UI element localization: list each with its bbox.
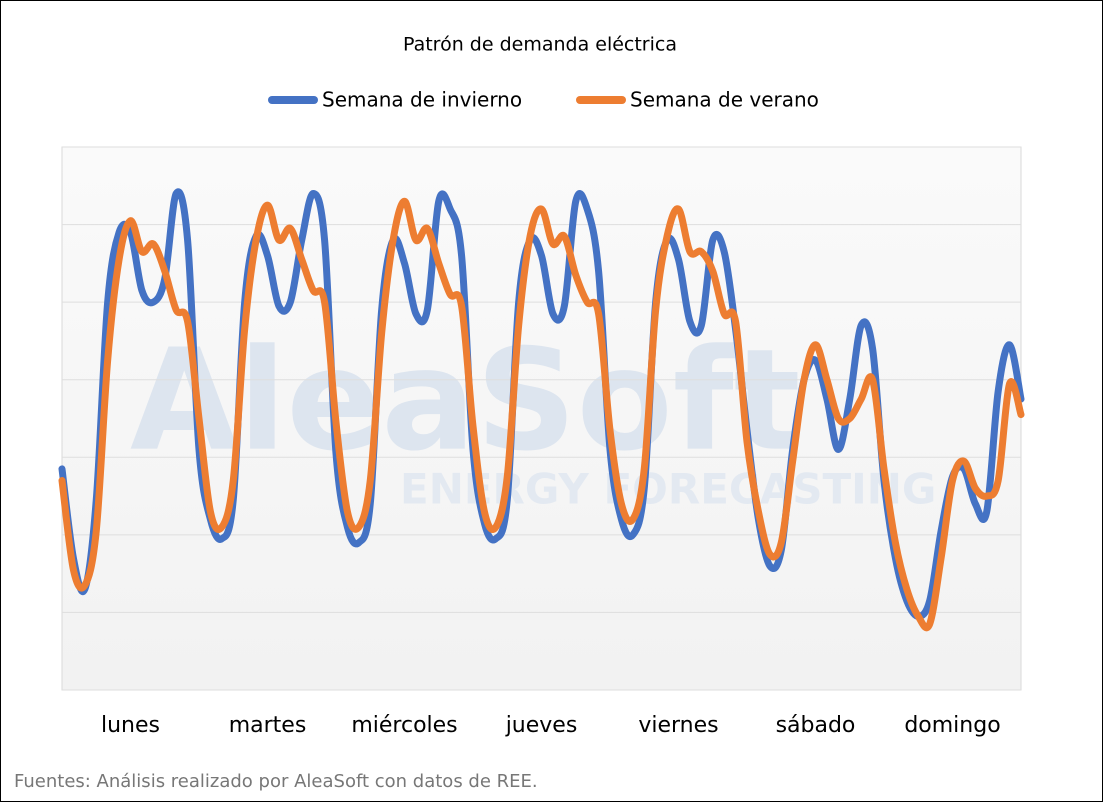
legend-label: Semana de verano bbox=[630, 88, 819, 112]
legend-label: Semana de invierno bbox=[322, 88, 522, 112]
watermark: ENERGY FORECASTING bbox=[400, 465, 936, 514]
x-tick-label: martes bbox=[229, 713, 307, 738]
x-tick-label: lunes bbox=[101, 713, 160, 738]
series-line bbox=[58, 197, 1025, 632]
plot-area bbox=[61, 146, 1022, 691]
source-note: Fuentes: Análisis realizado por AleaSoft… bbox=[14, 771, 538, 792]
x-tick-label: jueves bbox=[505, 713, 578, 738]
x-tick-label: miércoles bbox=[351, 713, 457, 738]
chart-title: Patrón de demanda eléctrica bbox=[403, 34, 677, 56]
x-tick-label: domingo bbox=[904, 713, 1000, 738]
x-tick-label: viernes bbox=[638, 713, 718, 738]
x-tick-label: sábado bbox=[776, 713, 856, 738]
